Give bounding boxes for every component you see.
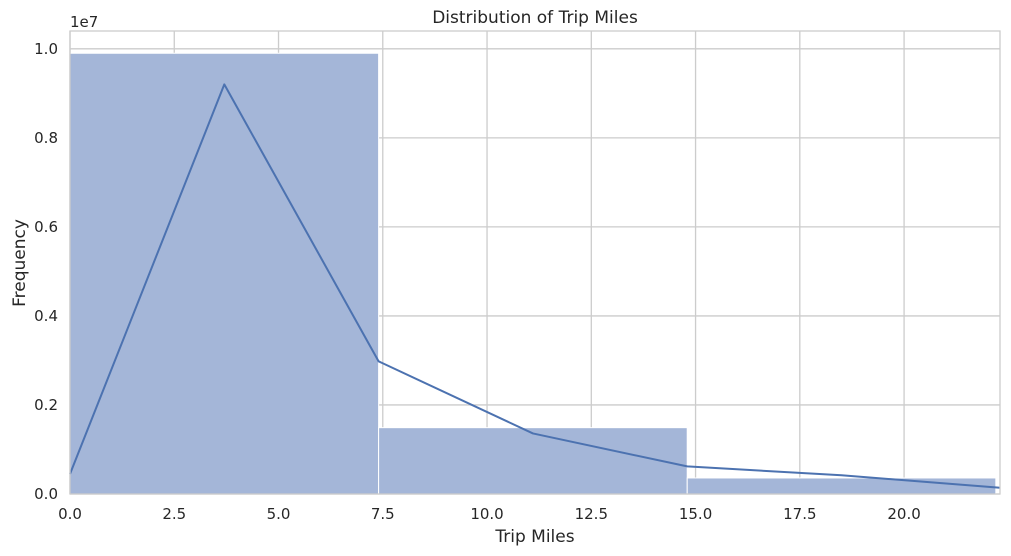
y-offset-text: 1e7 (70, 13, 98, 31)
y-tick-label-0: 0.0 (34, 485, 58, 503)
x-tick-label-5: 12.5 (575, 505, 608, 523)
x-tick-label-8: 20.0 (887, 505, 920, 523)
histogram-bars (69, 52, 997, 495)
y-tick-label-4: 0.8 (34, 129, 58, 147)
x-tick-label-1: 2.5 (162, 505, 186, 523)
y-tick-label-3: 0.6 (34, 218, 58, 236)
y-tick-labels: 0.0 0.2 0.4 0.6 0.8 1.0 (34, 40, 58, 503)
x-tick-labels: 0.0 2.5 5.0 7.5 10.0 12.5 15.0 17.5 20.0 (58, 505, 921, 523)
plot-frame (69, 30, 1001, 495)
kde-line-layer (69, 83, 1001, 489)
chart-title: Distribution of Trip Miles (432, 8, 638, 28)
x-tick-label-6: 15.0 (679, 505, 712, 523)
x-tick-label-3: 7.5 (371, 505, 395, 523)
y-tick-label-2: 0.4 (34, 307, 58, 325)
histogram-bar-0 (69, 52, 380, 495)
x-axis-label: Trip Miles (494, 527, 574, 547)
y-axis-label: Frequency (10, 219, 30, 307)
x-tick-label-7: 17.5 (783, 505, 816, 523)
histogram-bar-2 (686, 477, 997, 495)
y-tick-label-5: 1.0 (34, 40, 58, 58)
x-tick-label-4: 10.0 (470, 505, 503, 523)
kde-line (69, 83, 1001, 489)
x-tick-label-2: 5.0 (267, 505, 291, 523)
y-tick-label-1: 0.2 (34, 396, 58, 414)
x-tick-label-0: 0.0 (58, 505, 82, 523)
histogram-bar-1 (378, 427, 688, 495)
